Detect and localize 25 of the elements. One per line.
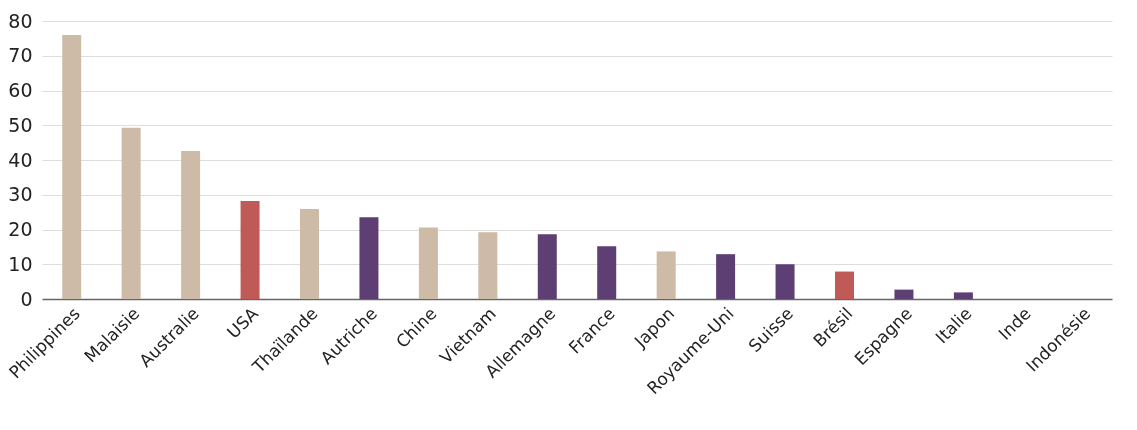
bar <box>121 127 141 299</box>
bar <box>181 150 201 299</box>
bar <box>775 264 795 299</box>
bar <box>716 254 736 299</box>
y-tick-label: 0 <box>20 287 33 310</box>
bar <box>894 289 914 299</box>
bar <box>418 227 438 299</box>
bar <box>359 217 379 299</box>
bar <box>656 251 676 299</box>
y-tick-label: 50 <box>8 113 33 136</box>
bar <box>597 246 617 299</box>
bar <box>300 209 319 299</box>
y-tick-label: 60 <box>8 79 33 101</box>
y-tick-label: 20 <box>8 218 33 240</box>
bar <box>478 232 498 299</box>
bar <box>953 292 973 299</box>
y-tick-label: 10 <box>8 252 33 275</box>
bar <box>240 201 260 299</box>
y-tick-label: 70 <box>8 44 33 67</box>
bar <box>835 271 854 299</box>
y-tick-label: 80 <box>8 9 33 32</box>
bar <box>62 34 82 299</box>
y-tick-label: 40 <box>8 148 33 171</box>
y-tick-label: 30 <box>8 183 33 206</box>
bar <box>537 234 557 299</box>
